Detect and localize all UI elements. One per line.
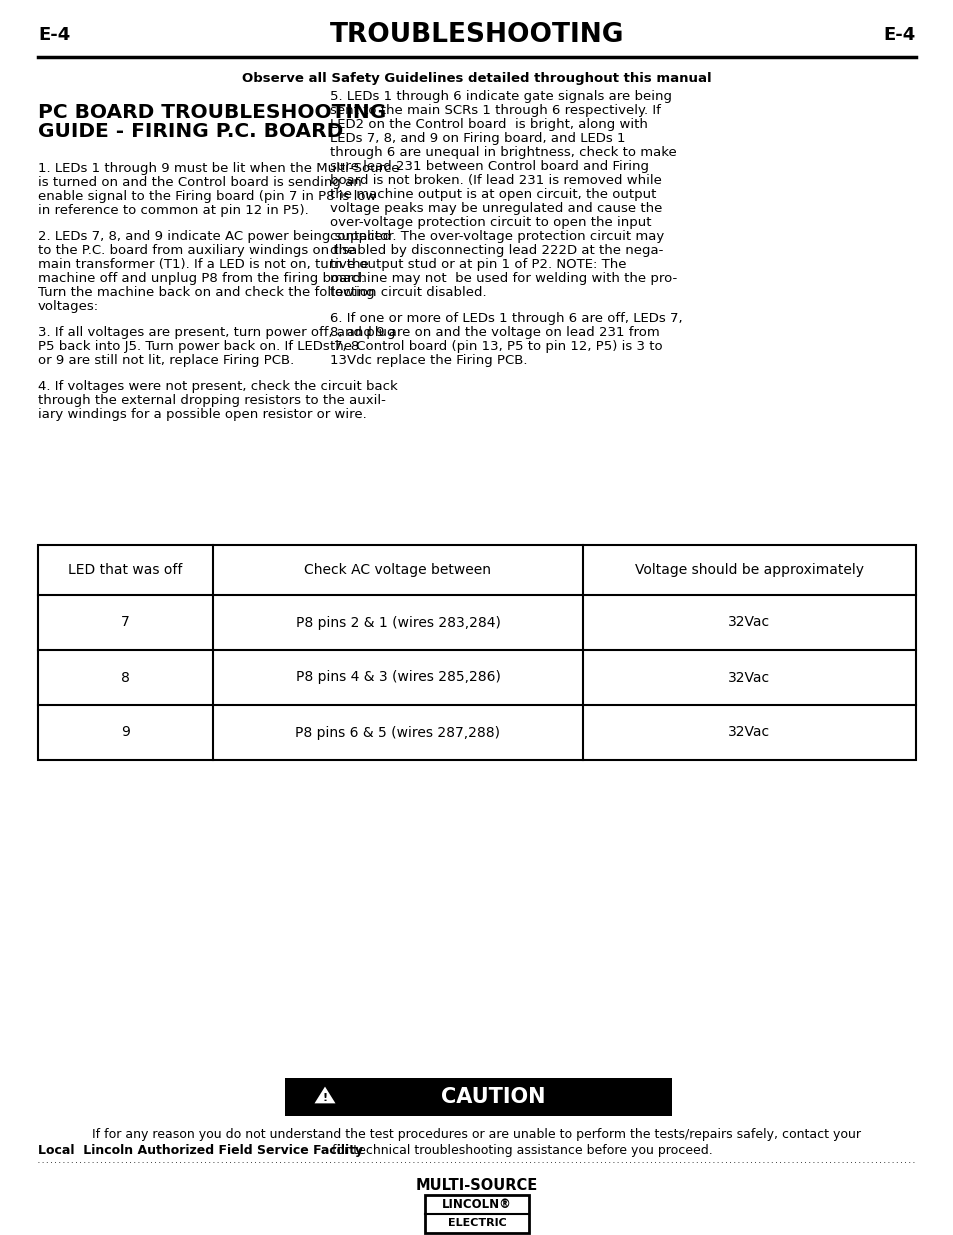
Text: in reference to common at pin 12 in P5).: in reference to common at pin 12 in P5). (38, 204, 309, 217)
Text: voltage peaks may be unregulated and cause the: voltage peaks may be unregulated and cau… (330, 203, 661, 215)
Text: P8 pins 4 & 3 (wires 285,286): P8 pins 4 & 3 (wires 285,286) (295, 671, 500, 684)
Text: LEDs 7, 8, and 9 on Firing board, and LEDs 1: LEDs 7, 8, and 9 on Firing board, and LE… (330, 132, 625, 144)
Text: E-4: E-4 (882, 26, 915, 44)
Text: tection circuit disabled.: tection circuit disabled. (330, 287, 486, 299)
Text: contactor. The over-voltage protection circuit may: contactor. The over-voltage protection c… (330, 230, 663, 243)
Text: 9: 9 (121, 725, 130, 740)
Text: board is not broken. (If lead 231 is removed while: board is not broken. (If lead 231 is rem… (330, 174, 661, 186)
Text: machine may not  be used for welding with the pro-: machine may not be used for welding with… (330, 272, 677, 285)
Text: Turn the machine back on and check the following: Turn the machine back on and check the f… (38, 287, 375, 299)
Text: machine off and unplug P8 from the firing board.: machine off and unplug P8 from the firin… (38, 272, 365, 285)
Bar (38, 545, 915, 760)
Text: 13Vdc replace the Firing PCB.: 13Vdc replace the Firing PCB. (330, 354, 527, 367)
Text: iary windings for a possible open resistor or wire.: iary windings for a possible open resist… (38, 408, 366, 421)
Text: Observe all Safety Guidelines detailed throughout this manual: Observe all Safety Guidelines detailed t… (242, 72, 711, 85)
Text: 7: 7 (121, 615, 130, 630)
Text: CAUTION: CAUTION (441, 1087, 545, 1107)
Text: P8 pins 2 & 1 (wires 283,284): P8 pins 2 & 1 (wires 283,284) (295, 615, 500, 630)
Text: 32Vac: 32Vac (728, 725, 770, 740)
Text: P8 pins 6 & 5 (wires 287,288): P8 pins 6 & 5 (wires 287,288) (295, 725, 500, 740)
Text: Local  Lincoln Authorized Field Service Facility: Local Lincoln Authorized Field Service F… (38, 1144, 363, 1157)
Text: for technical troubleshooting assistance before you proceed.: for technical troubleshooting assistance… (328, 1144, 713, 1157)
Text: GUIDE - FIRING P.C. BOARD: GUIDE - FIRING P.C. BOARD (38, 122, 343, 141)
Text: TROUBLESHOOTING: TROUBLESHOOTING (330, 22, 623, 48)
Text: main transformer (T1). If a LED is not on, turn the: main transformer (T1). If a LED is not o… (38, 258, 369, 270)
Text: 32Vac: 32Vac (728, 671, 770, 684)
Text: ELECTRIC: ELECTRIC (447, 1219, 506, 1229)
Text: or 9 are still not lit, replace Firing PCB.: or 9 are still not lit, replace Firing P… (38, 354, 294, 367)
Text: 6. If one or more of LEDs 1 through 6 are off, LEDs 7,: 6. If one or more of LEDs 1 through 6 ar… (330, 312, 682, 325)
Text: 8, and 9 are on and the voltage on lead 231 from: 8, and 9 are on and the voltage on lead … (330, 326, 659, 338)
Text: 2. LEDs 7, 8, and 9 indicate AC power being supplied: 2. LEDs 7, 8, and 9 indicate AC power be… (38, 230, 391, 243)
Text: is turned on and the Control board is sending an: is turned on and the Control board is se… (38, 177, 361, 189)
Bar (424, 1195, 529, 1233)
Text: 4. If voltages were not present, check the circuit back: 4. If voltages were not present, check t… (38, 380, 397, 393)
Text: 32Vac: 32Vac (728, 615, 770, 630)
Text: MULTI-SOURCE: MULTI-SOURCE (416, 1178, 537, 1193)
Text: Voltage should be approximately: Voltage should be approximately (635, 563, 863, 577)
Text: through 6 are unequal in brightness, check to make: through 6 are unequal in brightness, che… (330, 146, 676, 159)
Text: LED that was off: LED that was off (69, 563, 182, 577)
Text: 1. LEDs 1 through 9 must be lit when the Multi-Source: 1. LEDs 1 through 9 must be lit when the… (38, 162, 399, 175)
Text: over-voltage protection circuit to open the input: over-voltage protection circuit to open … (330, 216, 651, 228)
Text: LINCOLN®: LINCOLN® (441, 1198, 512, 1212)
Text: P5 back into J5. Turn power back on. If LEDs 7, 8: P5 back into J5. Turn power back on. If … (38, 340, 359, 353)
Bar (285, 1078, 671, 1116)
Text: PC BOARD TROUBLESHOOTING: PC BOARD TROUBLESHOOTING (38, 103, 386, 122)
Text: LED2 on the Control board  is bright, along with: LED2 on the Control board is bright, alo… (330, 119, 647, 131)
Text: tive output stud or at pin 1 of P2. NOTE: The: tive output stud or at pin 1 of P2. NOTE… (330, 258, 626, 270)
Text: If for any reason you do not understand the test procedures or are unable to per: If for any reason you do not understand … (92, 1128, 861, 1141)
Text: to the P.C. board from auxiliary windings on the: to the P.C. board from auxiliary winding… (38, 245, 355, 257)
Text: through the external dropping resistors to the auxil-: through the external dropping resistors … (38, 394, 385, 408)
Text: Check AC voltage between: Check AC voltage between (304, 563, 491, 577)
Text: !: ! (322, 1093, 327, 1103)
Text: 5. LEDs 1 through 6 indicate gate signals are being: 5. LEDs 1 through 6 indicate gate signal… (330, 90, 671, 103)
Text: voltages:: voltages: (38, 300, 99, 312)
Text: disabled by disconnecting lead 222D at the nega-: disabled by disconnecting lead 222D at t… (330, 245, 662, 257)
Text: the Control board (pin 13, P5 to pin 12, P5) is 3 to: the Control board (pin 13, P5 to pin 12,… (330, 340, 662, 353)
Text: 3. If all voltages are present, turn power off, and plug: 3. If all voltages are present, turn pow… (38, 326, 395, 338)
Text: enable signal to the Firing board (pin 7 in P8 is low: enable signal to the Firing board (pin 7… (38, 190, 376, 203)
Text: the machine output is at open circuit, the output: the machine output is at open circuit, t… (330, 188, 656, 201)
Text: 8: 8 (121, 671, 130, 684)
Polygon shape (313, 1086, 336, 1104)
Text: E-4: E-4 (38, 26, 71, 44)
Text: sure lead 231 between Control board and Firing: sure lead 231 between Control board and … (330, 161, 648, 173)
Text: sent to the main SCRs 1 through 6 respectively. If: sent to the main SCRs 1 through 6 respec… (330, 104, 660, 117)
